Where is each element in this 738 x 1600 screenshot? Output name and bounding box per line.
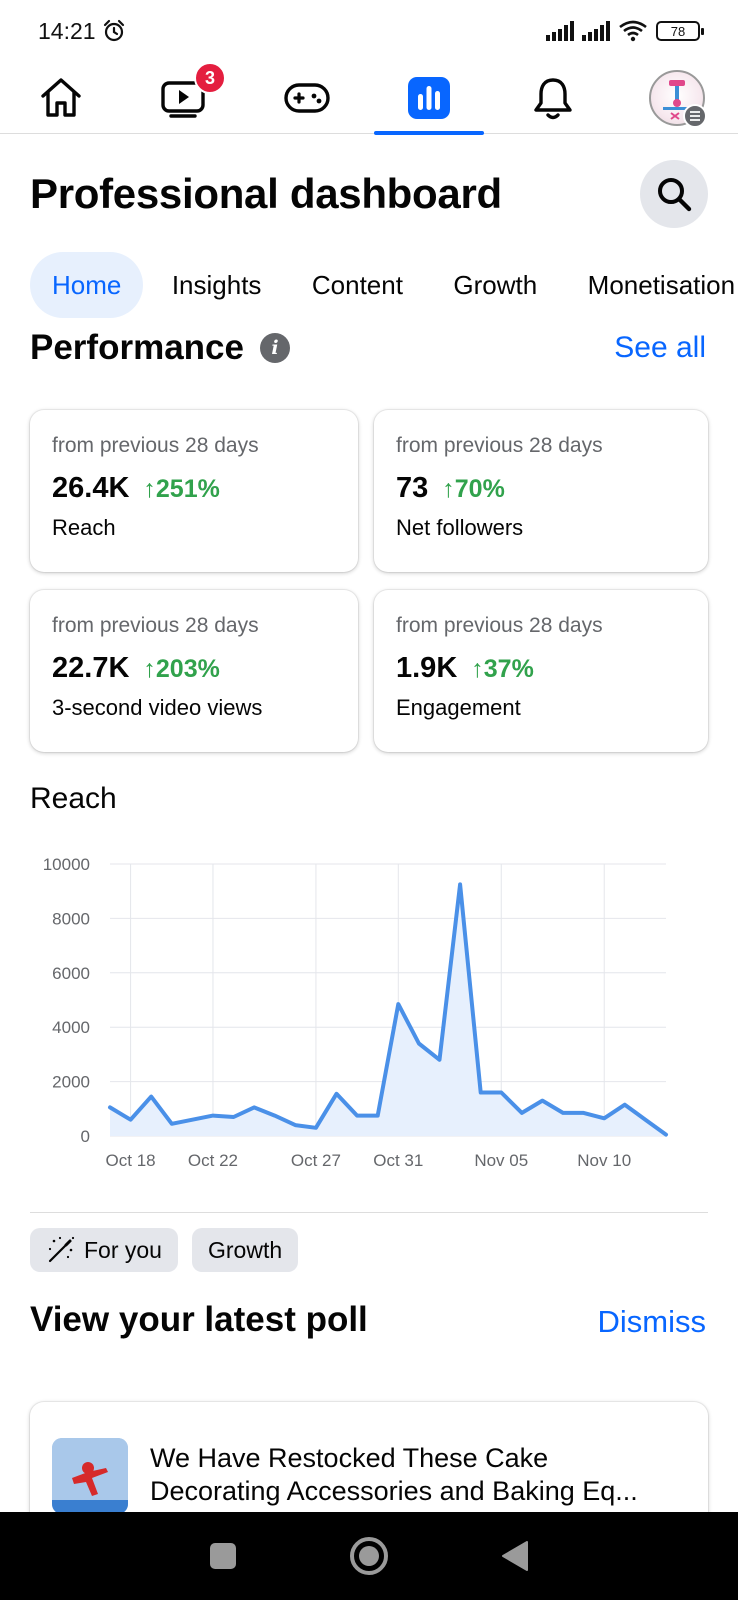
battery-level: 78 (670, 23, 686, 39)
reach-chart[interactable]: 0 2000 4000 6000 8000 10000 Oct 18 Oct 22 Oct 27… (30, 840, 720, 1200)
card-label: Net followers (396, 515, 524, 540)
wifi-icon (619, 20, 647, 42)
x-tick-label: Oct 31 (373, 1151, 423, 1170)
card-period: from previous 28 days (52, 614, 259, 637)
card-period: from previous 28 days (396, 434, 603, 457)
poll-title: View your latest poll (30, 1300, 368, 1339)
reach-series-line (108, 882, 668, 1137)
recents-icon (210, 1543, 236, 1569)
page-title: Professional dashboard (30, 170, 502, 217)
avatar (649, 70, 707, 128)
nav-profile[interactable] (622, 62, 732, 134)
card-value: 22.7K (52, 652, 130, 684)
y-tick-label: 10000 (43, 855, 90, 874)
reach-chart-svg: 0 2000 4000 6000 8000 10000 Oct 18 Oct 22 Oct 27… (43, 855, 668, 1170)
battery-icon: 78 (656, 21, 704, 41)
x-tick-label: Oct 27 (291, 1151, 341, 1170)
recents-button[interactable] (195, 1528, 251, 1584)
alarm-icon (103, 19, 124, 42)
tab-bar: Home Insights Content Growth Monetisatio… (30, 252, 738, 318)
nav-dashboard[interactable] (374, 62, 484, 135)
x-tick-label: Nov 05 (474, 1151, 528, 1170)
y-tick-label: 6000 (52, 964, 90, 983)
card-label: 3-second video views (52, 695, 263, 720)
tab-home[interactable]: Home (30, 252, 144, 318)
y-tick-label: 8000 (52, 909, 90, 928)
performance-title: Performance (30, 328, 244, 367)
card-period: from previous 28 days (52, 434, 259, 457)
avatar-icon (663, 80, 691, 120)
x-tick-label: Oct 18 (106, 1151, 156, 1170)
metric-card-net-followers[interactable]: from previous 28 days 73 ↑70% Net follow… (374, 410, 708, 572)
dismiss-button[interactable]: Dismiss (597, 1304, 707, 1339)
metric-card-reach[interactable]: from previous 28 days 26.4K ↑251% Reach (30, 410, 358, 572)
magic-wand-icon (48, 1236, 75, 1263)
y-tick-label: 2000 (52, 1073, 90, 1092)
x-tick-label: Oct 22 (188, 1151, 238, 1170)
reach-area (110, 884, 666, 1136)
card-delta: ↑37% (471, 655, 534, 683)
back-button[interactable] (487, 1528, 543, 1584)
card-value: 26.4K (52, 472, 130, 504)
chip-growth[interactable]: Growth (192, 1228, 299, 1272)
card-label: Reach (52, 515, 116, 540)
card-period: from previous 28 days (396, 614, 603, 637)
tab-content[interactable]: Content (311, 269, 403, 300)
chip-label: For you (84, 1236, 162, 1263)
status-time: 14:21 (38, 17, 96, 44)
top-nav: 3 (0, 62, 738, 135)
tab-insights[interactable]: Insights (171, 269, 262, 300)
y-tick-label: 0 (81, 1127, 90, 1146)
nav-home[interactable] (6, 62, 116, 134)
home-circle-icon (350, 1537, 388, 1575)
poll-thumbnail (52, 1438, 128, 1514)
home-button[interactable] (341, 1528, 397, 1584)
bell-icon (534, 78, 572, 120)
divider (30, 1212, 708, 1213)
performance-heading: Performance i (30, 328, 290, 368)
nav-video[interactable]: 3 (128, 62, 238, 134)
info-icon[interactable]: i (259, 333, 290, 363)
search-icon (658, 178, 692, 212)
chip-label: Growth (208, 1236, 283, 1263)
bar-chart-icon (408, 77, 450, 119)
x-tick-label: Nov 10 (577, 1151, 631, 1170)
video-badge: 3 (194, 62, 226, 94)
system-nav-bar (0, 1512, 738, 1600)
signal-icon (546, 21, 574, 41)
search-button[interactable] (640, 160, 708, 228)
card-value: 73 (396, 472, 429, 504)
signal-icon (582, 21, 610, 41)
gamepad-icon (284, 83, 330, 113)
card-delta: ↑70% (442, 475, 505, 503)
metric-card-video-views[interactable]: from previous 28 days 22.7K ↑203% 3-seco… (30, 590, 358, 752)
tab-monetisation[interactable]: Monetisation (587, 269, 736, 300)
metric-card-engagement[interactable]: from previous 28 days 1.9K ↑37% Engageme… (374, 590, 708, 752)
card-delta: ↑203% (143, 655, 220, 683)
poll-post-title: We Have Restocked These Cake Decorating … (150, 1443, 638, 1506)
y-tick-label: 4000 (52, 1018, 90, 1037)
chip-for-you[interactable]: For you (30, 1228, 178, 1272)
chart-title: Reach (30, 782, 117, 815)
nav-gaming[interactable] (252, 62, 362, 134)
menu-icon (683, 104, 707, 128)
card-label: Engagement (396, 695, 521, 720)
video-icon (161, 81, 205, 118)
card-value: 1.9K (396, 652, 458, 684)
tab-growth[interactable]: Growth (453, 269, 538, 300)
see-all-link[interactable]: See all (614, 331, 706, 364)
back-icon (502, 1541, 528, 1571)
status-bar: 14:21 78 (0, 0, 738, 62)
card-delta: ↑251% (143, 475, 220, 503)
nav-notifications[interactable] (498, 62, 608, 134)
home-icon (41, 78, 81, 117)
